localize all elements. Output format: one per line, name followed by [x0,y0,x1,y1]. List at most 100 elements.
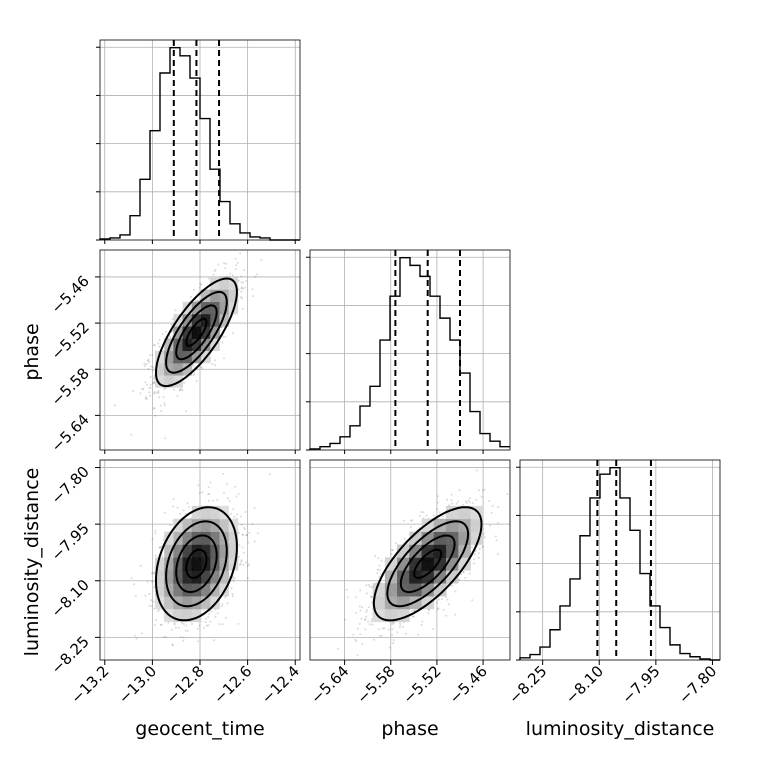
sample-point [202,609,205,612]
sample-point [148,604,151,607]
sample-point [392,642,395,644]
density-cell [164,531,174,545]
sample-point [475,498,478,501]
density-cell [182,570,193,584]
sample-point [153,392,156,395]
sample-point [436,608,439,611]
sample-point [345,588,348,591]
density-cell [201,518,211,532]
sample-point [240,523,243,526]
sample-point [178,389,181,392]
sample-point [482,532,485,535]
sample-point [207,624,210,627]
sample-point [159,623,162,626]
sample-point [216,498,219,501]
sample-point [251,523,254,526]
sample-point [447,603,450,606]
sample-point [425,514,428,517]
sample-point [237,531,240,534]
sample-point [478,547,481,550]
sample-point [226,497,229,500]
sample-point [370,618,373,621]
sample-point [361,606,363,609]
sample-point [220,605,223,608]
sample-point [457,500,459,503]
density-cell [201,595,211,610]
sample-point [239,563,242,566]
x-axis-label-luminosity-distance: luminosity_distance [526,718,715,740]
sample-point [154,554,157,557]
sample-point [207,616,210,619]
sample-point [380,634,383,637]
sample-point [458,578,461,581]
sample-point [158,345,161,348]
sample-point [446,598,449,601]
x-tick-label-phase: −5.64 [307,662,352,707]
density-cell [173,583,183,597]
density-cell [219,557,229,571]
sample-point [435,508,438,511]
sample-point [182,639,185,642]
density-cell [173,544,183,558]
sample-point [496,553,499,556]
sample-point [506,493,509,495]
sample-point [336,647,339,650]
sample-point [427,608,430,611]
sample-point [214,364,216,366]
sample-point [236,261,239,264]
sample-point [355,596,358,599]
sample-point [451,502,454,505]
sample-point [416,633,419,636]
sample-point [248,531,251,534]
sample-point [441,515,444,518]
sample-point [154,529,157,532]
sample-point [167,621,170,624]
sample-point [157,342,160,345]
sample-point [224,262,227,265]
sample-point [151,572,154,575]
sample-point [185,410,188,413]
contour-level [372,506,483,622]
sample-point [148,386,151,389]
sample-point [240,560,243,563]
sample-point [242,563,245,566]
sample-point [187,506,190,509]
density-cell [164,595,174,610]
sample-point [378,564,381,567]
sample-point [438,511,441,514]
sample-point [237,555,240,558]
sample-point [152,344,155,347]
sample-point [213,639,216,642]
sample-point [376,572,379,575]
sample-point [378,576,381,578]
sample-point [240,281,243,284]
sample-point [368,623,371,626]
contour-level [185,317,208,347]
contour-level [386,520,470,608]
sample-point [391,634,394,636]
sample-point [481,489,484,492]
sample-point [217,263,220,266]
sample-point [154,532,157,535]
density-cell [201,570,211,584]
sample-point [153,391,156,394]
sample-point [153,378,156,380]
sample-point [243,269,245,272]
density-cell [155,362,165,376]
sample-point [364,619,366,621]
histogram-geocent-time [99,46,300,241]
sample-point [197,640,200,643]
sample-point [245,280,248,282]
sample-point [221,603,224,606]
density-cell [201,505,211,520]
sample-point [244,510,247,513]
sample-point [231,577,234,580]
sample-point [496,521,499,524]
sample-point [207,277,210,280]
sample-point [163,402,166,405]
sample-point [438,598,441,601]
sample-point [239,252,242,255]
sample-point [149,375,152,378]
sample-point [228,500,231,502]
density-cell [164,570,174,584]
